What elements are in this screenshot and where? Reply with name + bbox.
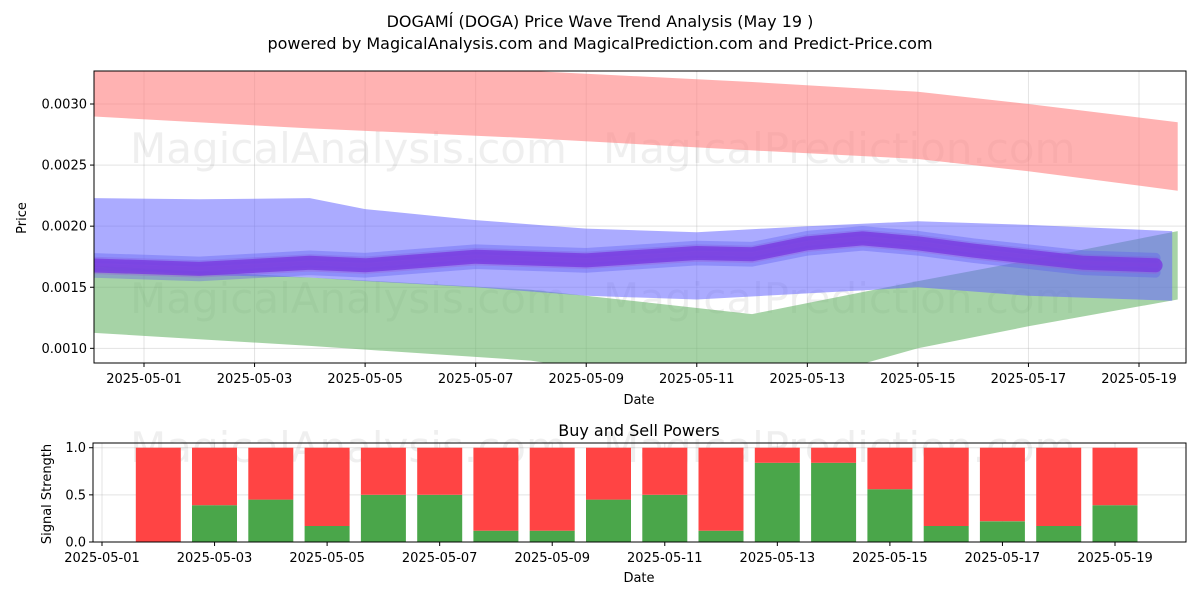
buy-power-bar [811,462,857,542]
buy-power-bar [192,505,237,542]
power-axes-frame [92,442,1187,543]
price-x-axis-label: Date [623,393,654,408]
price-band-1 [94,231,1178,363]
power-x-tick-label: 2025-05-09 [514,551,590,566]
buy-power-bar [586,499,631,542]
price-y-axis-label: Price [15,202,30,234]
price-x-tick-label: 2025-05-17 [991,372,1067,387]
price-wave-shadow [94,226,1161,267]
sell-power-bar [642,447,688,495]
price-axes-frame [93,70,1187,364]
buy-power-bar [417,494,463,542]
buy-power-bar [867,489,913,542]
chart-subtitle: powered by MagicalAnalysis.com and Magic… [267,34,932,53]
sell-power-bar [473,447,519,531]
power-y-tick-label: 1.0 [65,441,86,456]
price-y-tick-label: 0.0020 [42,220,88,235]
sell-power-bar [1092,447,1138,506]
price-x-tick-label: 2025-05-07 [438,372,514,387]
price-x-tick-label: 2025-05-05 [327,372,403,387]
power-x-tick-label: 2025-05-05 [289,551,365,566]
price-y-ticks: 0.0010 0.0015 0.0020 0.0025 0.0030 [42,97,94,357]
buy-power-bar [473,530,519,542]
power-x-tick-label: 2025-05-07 [402,551,478,566]
power-x-tick-label: 2025-05-11 [627,551,703,566]
buy-power-bar [360,494,406,542]
price-x-tick-label: 2025-05-11 [659,372,735,387]
price-x-tick-label: 2025-05-01 [106,372,182,387]
buy-power-bar [1092,505,1138,542]
sell-power-bar [304,447,350,526]
power-x-tick-label: 2025-05-15 [852,551,928,566]
buy-power-bar [698,530,744,542]
buy-power-bar [1036,526,1082,542]
power-y-tick-label: 0.0 [65,536,86,551]
sell-power-bar [979,447,1025,522]
power-x-axis-label: Date [623,571,654,586]
buy-power-bar [923,526,969,542]
sell-power-bar [360,447,406,495]
price-wave-line [94,231,1163,276]
buy-power-bar [304,526,350,542]
chart-title: DOGAMÍ (DOGA) Price Wave Trend Analysis … [387,12,814,31]
price-x-tick-label: 2025-05-13 [770,372,846,387]
buy-power-bar [248,499,294,542]
sell-power-bar [248,447,294,500]
price-y-tick-label: 0.0015 [42,281,88,296]
power-x-tick-label: 2025-05-17 [965,551,1041,566]
sell-power-bar [135,447,181,542]
price-x-tick-label: 2025-05-15 [880,372,956,387]
sell-power-bar [417,447,463,495]
power-x-tick-label: 2025-05-03 [177,551,253,566]
price-x-tick-label: 2025-05-19 [1101,372,1177,387]
price-y-tick-label: 0.0030 [42,97,88,112]
power-x-tick-label: 2025-05-19 [1077,551,1153,566]
price-y-tick-label: 0.0010 [42,342,88,357]
sell-power-bar [754,447,800,463]
sell-power-bar [811,447,857,463]
price-x-tick-label: 2025-05-03 [217,372,293,387]
price-band-2 [94,198,1173,301]
price-x-tick-label: 2025-05-09 [548,372,624,387]
power-x-tick-label: 2025-05-13 [740,551,816,566]
power-y-tick-label: 0.5 [65,488,86,503]
sell-power-bar [923,447,969,526]
power-panel-title: Buy and Sell Powers [558,421,720,440]
buy-power-bar [979,521,1025,542]
power-y-ticks: 0.0 0.5 1.0 [65,441,93,551]
sell-power-bar [192,447,237,506]
power-x-ticks: 2025-05-01 2025-05-03 2025-05-05 2025-05-07… [64,542,1153,566]
sell-power-bar [1036,447,1082,526]
buy-power-bar [642,494,688,542]
sell-power-bar [529,447,575,531]
power-y-axis-label: Signal Strength [40,444,55,544]
price-panel: MagicalAnalysis.com MagicalPrediction.co… [15,70,1187,408]
power-x-tick-label: 2025-05-01 [64,551,140,566]
power-panel: Buy and Sell Powers MagicalAnalysis.com … [40,421,1187,586]
power-plot-area [135,447,1138,542]
price-y-tick-label: 0.0025 [42,159,88,174]
price-band-0 [94,71,1178,191]
buy-power-bar [529,530,575,542]
sell-power-bar [698,447,744,531]
price-x-ticks: 2025-05-01 2025-05-03 2025-05-05 2025-05-07… [106,363,1177,387]
sell-power-bar [867,447,913,490]
price-plot-area [94,71,1178,363]
buy-power-bar [754,462,800,542]
sell-power-bar [586,447,631,500]
price-wave-shadow [94,240,1161,282]
